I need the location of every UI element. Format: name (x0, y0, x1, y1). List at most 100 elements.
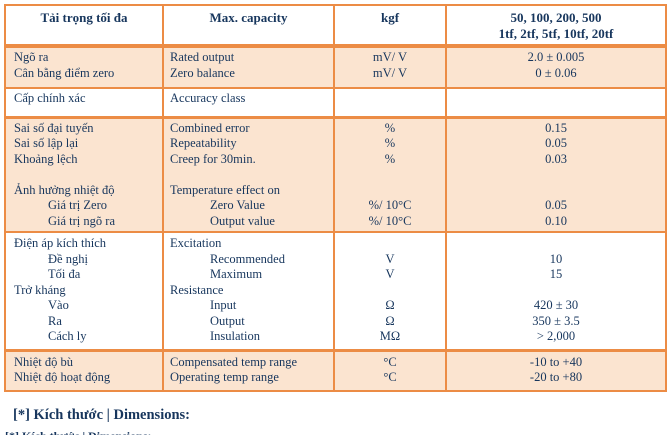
spec-line-unit: %/ 10°C (368, 198, 412, 212)
spec-line-value (447, 236, 665, 252)
spec-line-unit: % (384, 151, 396, 166)
spec-line-vi: Cấp chính xác (14, 91, 86, 105)
spec-line-unit: MΩ (379, 329, 401, 343)
spec-line-unit: °C (383, 354, 397, 369)
spec-line-unit: mV/ V (372, 65, 408, 80)
spec-line-vi: Đề nghị (48, 251, 88, 266)
header-cell-capacities: 50, 100, 200, 500 1tf, 2tf, 5tf, 10tf, 2… (447, 6, 665, 44)
spec-line-value: 15 (549, 267, 563, 281)
spec-column-vi: Điện áp kích thích Đề nghị Tối đa Trở kháng… (6, 233, 164, 349)
header-capacities-line1: 50, 100, 200, 500 (510, 10, 602, 25)
spec-line-value: 0.03 (545, 151, 567, 166)
spec-line-value: 2.0 ± 0.005 (527, 50, 585, 64)
spec-line-value: -20 to +80 (529, 370, 583, 384)
spec-column-value (447, 89, 665, 116)
spec-line-unit (335, 283, 445, 299)
spec-line-en: Creep for 30min. (170, 151, 256, 166)
spec-line-value (447, 283, 665, 299)
spec-line-en: Zero balance (170, 65, 235, 80)
spec-line-en: Resistance (170, 282, 224, 297)
spec-line-vi: Điện áp kích thích (14, 236, 106, 250)
spec-column-value: 2.0 ± 0.005 0 ± 0.06 (447, 48, 665, 87)
table-body: Ngõ ra Cân bằng điểm zero Rated output Zero… (6, 48, 665, 390)
spec-line-value: 0.05 (545, 198, 567, 212)
spec-column-value: 10 15 420 ± 30 350 ± 3.5 > 2,000 (447, 233, 665, 349)
spec-line-vi: Tối đa (48, 267, 81, 281)
spec-line-vi: Giá trị Zero (48, 198, 108, 212)
spec-line-value: -10 to +40 (529, 354, 583, 369)
spec-line-vi: Sai số đại tuyến (14, 120, 94, 135)
spec-column-unit (335, 89, 447, 116)
spec-line-value: 0 ± 0.06 (535, 65, 577, 80)
spec-line-value: 350 ± 3.5 (532, 313, 580, 328)
spec-line-en: Maximum (210, 267, 263, 281)
header-label-en: Max. capacity (209, 10, 288, 25)
spec-line-unit (335, 167, 445, 183)
spec-line-unit: %/ 10°C (368, 213, 412, 228)
spec-column-en: Combined error Repeatability Creep for 30m… (164, 118, 335, 231)
spec-line-en: Output value (210, 213, 275, 228)
spec-line-en: Operating temp range (170, 370, 279, 384)
table-header-row: Tải trọng tối đa Max. capacity kgf 50, 1… (6, 6, 665, 48)
spec-line-unit: % (384, 136, 396, 150)
header-label-unit: kgf (380, 10, 400, 25)
spec-line-unit: °C (383, 370, 397, 384)
spec-line-vi: Ảnh hưởng nhiệt độ (14, 182, 115, 197)
spec-column-value: 0.15 0.05 0.03 0.05 0.10 (447, 119, 665, 232)
spec-line-vi: Nhiệt độ bù (14, 354, 74, 369)
spec-line-en: Insulation (210, 329, 260, 343)
spec-line-unit: % (384, 120, 396, 135)
spec-line-unit: mV/ V (372, 50, 408, 64)
spec-line-en: Compensated temp range (170, 354, 298, 369)
spec-band-3: Điện áp kích thích Đề nghị Tối đa Trở kháng… (6, 233, 665, 352)
spec-line-vi: Cân bằng điểm zero (14, 65, 115, 80)
spec-band-0: Ngõ ra Cân bằng điểm zero Rated output Zero… (6, 48, 665, 89)
spec-line-vi: Cách ly (48, 329, 87, 343)
spec-line-en: Input (210, 298, 237, 312)
spec-line-en: Combined error (170, 120, 250, 135)
spec-column-en: Compensated temp range Operating temp ran… (164, 351, 335, 390)
spec-column-unit: °C °C (335, 351, 447, 390)
header-cell-vietnamese: Tải trọng tối đa (6, 6, 164, 44)
spec-line-vi: Giá trị ngõ ra (48, 213, 115, 228)
spec-line-unit (335, 236, 445, 252)
spec-line-en (164, 167, 333, 183)
spec-line-value: 0.05 (545, 136, 567, 150)
spec-column-en: Accuracy class (164, 89, 335, 116)
spec-line-value: 0.10 (545, 213, 567, 228)
spec-line-value (447, 91, 665, 107)
spec-band-4: Nhiệt độ bù Nhiệt độ hoạt động Compensated… (6, 351, 665, 390)
spec-line-vi: Nhiệt độ hoạt động (14, 370, 111, 384)
spec-band-2: Sai số đại tuyến Sai số lập lại Khoảng lệc… (6, 118, 665, 233)
spec-line-en: Output (210, 313, 245, 328)
spec-column-en: Rated output Zero balance (164, 48, 335, 87)
spec-line-value (447, 183, 665, 199)
spec-line-vi: Vào (48, 298, 69, 312)
spec-line-unit (335, 91, 445, 107)
header-label-vi: Tải trọng tối đa (40, 10, 128, 25)
spec-line-vi: Sai số lập lại (14, 136, 79, 150)
spec-column-value: -10 to +40 -20 to +80 (447, 352, 665, 390)
spec-line-unit: Ω (385, 298, 395, 312)
spec-column-vi: Sai số đại tuyến Sai số lập lại Khoảng lệc… (6, 118, 164, 231)
spec-line-vi: Ngõ ra (14, 50, 49, 64)
spec-line-value: 10 (549, 251, 563, 266)
header-capacities-line2: 1tf, 2tf, 5tf, 10tf, 20tf (498, 25, 614, 41)
spec-column-vi: Cấp chính xác (6, 89, 164, 116)
spec-band-1: Cấp chính xác Accuracy class (6, 89, 665, 119)
spec-column-vi: Ngõ ra Cân bằng điểm zero (6, 48, 164, 87)
spec-table: Tải trọng tối đa Max. capacity kgf 50, 1… (4, 4, 667, 392)
spec-line-vi: Khoảng lệch (14, 151, 78, 166)
spec-line-unit (335, 183, 445, 199)
dimensions-caption-clipped: [*] Kích thước | Dimensions: (5, 429, 151, 435)
spec-column-unit: %%% %/ 10°C %/ 10°C (335, 118, 447, 231)
header-cell-english: Max. capacity (164, 6, 335, 44)
spec-line-vi (6, 167, 162, 183)
spec-line-unit: V (385, 267, 395, 281)
spec-line-vi: Trở kháng (14, 282, 66, 297)
spec-line-vi: Ra (48, 313, 62, 328)
spec-line-value: > 2,000 (536, 329, 576, 343)
spec-line-value (447, 167, 665, 183)
